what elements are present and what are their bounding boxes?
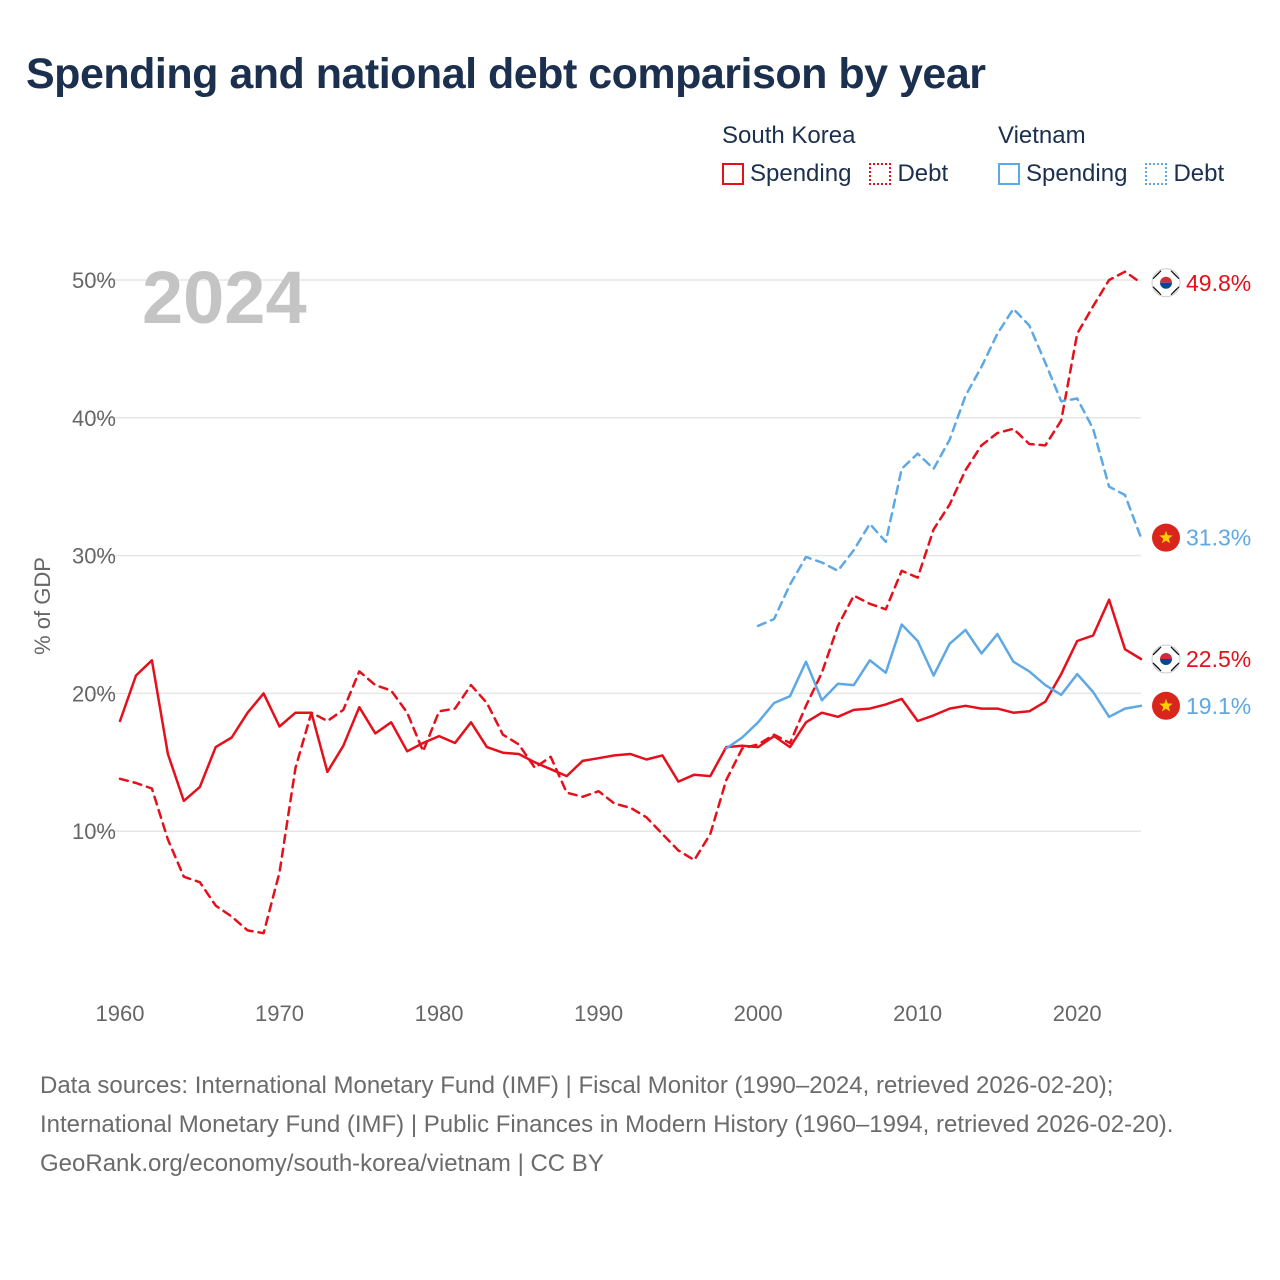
vietnam-flag-icon	[1152, 523, 1180, 552]
y-tick-label: 50%	[72, 268, 116, 293]
legend-item-vietnam-debt[interactable]: Debt	[1145, 160, 1224, 188]
y-tick-label: 40%	[72, 406, 116, 431]
solid-swatch-icon	[998, 163, 1020, 185]
series-lines	[118, 270, 1143, 935]
source-credit[interactable]: GeoRank.org/economy/south-korea/vietnam …	[40, 1150, 604, 1177]
end-value-label: 22.5%	[1186, 646, 1251, 672]
legend-item-south-korea-spending[interactable]: Spending	[722, 160, 851, 188]
dotted-swatch-icon	[1145, 163, 1168, 185]
solid-swatch-icon	[722, 163, 744, 185]
y-tick-label: 30%	[72, 544, 116, 569]
legend-group-south-korea: South Korea Spending Debt	[722, 122, 948, 188]
source-citation: Data sources: International Monetary Fun…	[40, 1072, 1174, 1138]
source-note: Data sources: International Monetary Fun…	[40, 1066, 1240, 1183]
vietnam-flag-icon	[1152, 691, 1180, 720]
x-tick-label: 1990	[574, 1001, 623, 1026]
x-tick-label: 1970	[255, 1001, 304, 1026]
year-watermark: 2024	[142, 256, 307, 339]
legend-group-title: South Korea	[722, 122, 856, 149]
end-value-label: 31.3%	[1186, 525, 1251, 551]
series-line-vietnam-spending[interactable]	[724, 623, 1143, 750]
y-tick-label: 10%	[72, 819, 116, 844]
line-chart: 2024 10% 20% 30% 40% 50% 1960 1970 1980 1990 200…	[30, 256, 1251, 1026]
x-tick-label: 2010	[893, 1001, 942, 1026]
south-korea-flag-icon	[1151, 644, 1181, 674]
y-tick-label: 20%	[72, 681, 116, 706]
y-axis-label: % of GDP	[30, 557, 55, 655]
series-line-vietnam-debt[interactable]	[756, 307, 1143, 628]
x-tick-label: 1980	[415, 1001, 464, 1026]
legend-item-south-korea-debt[interactable]: Debt	[869, 160, 948, 188]
legend-item-label: Spending	[750, 160, 852, 187]
legend-item-vietnam-spending[interactable]: Spending	[998, 160, 1127, 188]
legend-item-label: Debt	[897, 160, 949, 187]
legend-item-label: Debt	[1173, 160, 1225, 187]
gridlines	[92, 279, 1141, 832]
chart-title: Spending and national debt comparison by…	[26, 50, 986, 98]
series-line-south-korea-debt[interactable]	[118, 270, 1143, 935]
series-line-south-korea-spending[interactable]	[118, 598, 1143, 803]
x-tick-label: 1960	[96, 1001, 145, 1026]
x-axis-ticks: 1960 1970 1980 1990 2000 2010 2020	[96, 1001, 1102, 1026]
dotted-swatch-icon	[869, 163, 892, 185]
end-value-label: 19.1%	[1186, 693, 1251, 719]
south-korea-flag-icon	[1151, 268, 1181, 298]
legend-item-label: Spending	[1026, 160, 1128, 187]
end-labels: 22.5% 49.8% 19.1% 31.3%	[1151, 268, 1251, 720]
x-tick-label: 2000	[734, 1001, 783, 1026]
x-tick-label: 2020	[1053, 1001, 1102, 1026]
legend-group-title: Vietnam	[998, 122, 1086, 149]
y-axis-ticks: 10% 20% 30% 40% 50%	[72, 268, 116, 844]
end-value-label: 49.8%	[1186, 270, 1251, 296]
legend-group-vietnam: Vietnam Spending Debt	[998, 122, 1224, 188]
